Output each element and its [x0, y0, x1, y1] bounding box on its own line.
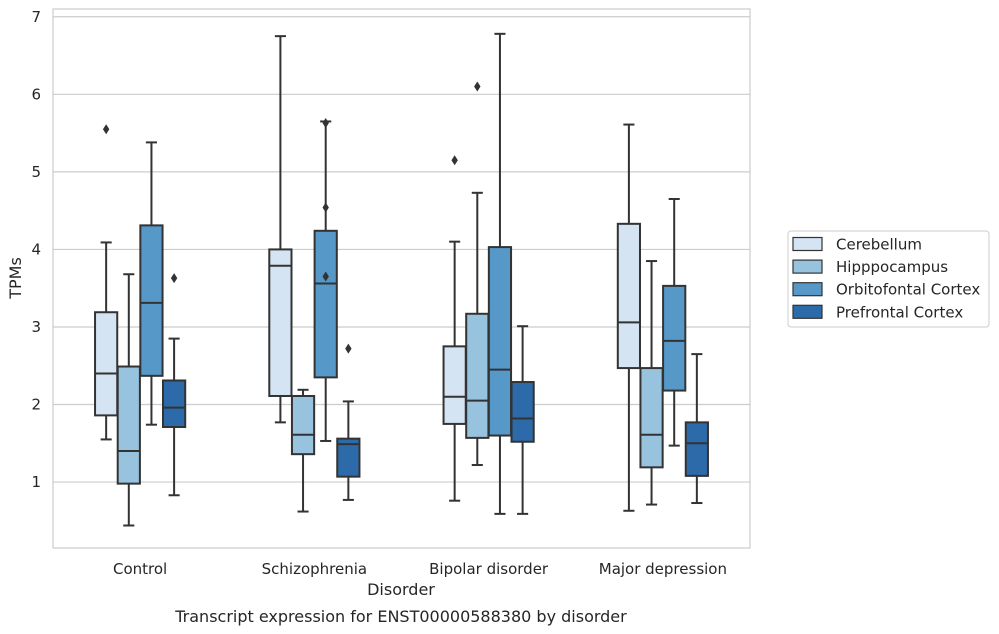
x-axis-ticks: Control Schizophrenia Bipolar disorder Majo… — [113, 560, 727, 578]
box — [487, 32, 513, 515]
box-iqr — [116, 365, 141, 485]
box-iqr — [662, 284, 687, 392]
legend-swatch — [792, 236, 823, 252]
box — [662, 198, 687, 447]
box — [139, 141, 164, 426]
box-iqr — [616, 222, 641, 370]
box-iqr — [139, 224, 164, 377]
x-tick-label: Control — [113, 560, 167, 578]
box — [268, 35, 293, 424]
box — [116, 273, 141, 527]
series-orbitofontal-cortex — [139, 32, 687, 515]
x-axis-label: Disorder — [367, 580, 435, 599]
box-iqr — [639, 367, 664, 469]
box-iqr — [487, 246, 513, 437]
legend: Cerebellum Hipppocampus Orbitofontal Corte… — [787, 230, 990, 328]
y-tick-label: 5 — [31, 163, 41, 181]
y-tick-label: 2 — [31, 396, 41, 414]
legend-swatch — [792, 259, 823, 274]
box-iqr — [684, 421, 709, 477]
box — [290, 388, 316, 513]
outlier-point — [170, 273, 178, 284]
y-axis-label: TPMs — [6, 257, 25, 300]
outlier-point — [451, 155, 458, 166]
box — [639, 260, 664, 506]
legend-frame — [787, 230, 990, 328]
box — [684, 353, 709, 505]
legend-label: Cerebellum — [836, 236, 922, 254]
x-tick-label: Bipolar disorder — [429, 560, 549, 578]
outlier-point — [345, 343, 352, 354]
outlier-point — [102, 124, 110, 135]
box — [510, 325, 535, 515]
box — [442, 155, 467, 502]
box-iqr — [313, 229, 338, 379]
box-iqr — [465, 312, 490, 439]
legend-label: Prefrontal Cortex — [836, 303, 963, 321]
outlier-point — [474, 81, 481, 92]
box — [336, 343, 361, 501]
chart-caption: Transcript expression for ENST0000058838… — [174, 607, 627, 626]
series-prefrontal-cortex — [162, 273, 709, 515]
box-iqr — [442, 345, 467, 425]
plot-frame — [52, 8, 751, 549]
y-axis-ticks: 1 2 3 4 5 6 7 — [31, 8, 41, 491]
x-tick-label: Major depression — [599, 560, 727, 578]
box — [313, 118, 338, 442]
legend-swatch — [792, 282, 823, 297]
box-iqr — [162, 379, 187, 429]
box-iqr — [268, 248, 293, 397]
y-tick-label: 3 — [31, 318, 41, 336]
box-iqr — [510, 381, 535, 443]
y-tick-label: 4 — [31, 240, 41, 258]
series-cerebellum — [94, 35, 641, 512]
y-tick-label: 6 — [31, 85, 41, 103]
box — [465, 81, 490, 467]
box — [616, 123, 641, 512]
box-iqr — [94, 311, 119, 417]
box-iqr — [290, 394, 316, 456]
box — [94, 124, 119, 441]
box — [162, 273, 187, 497]
legend-swatch — [792, 304, 823, 319]
x-tick-label: Schizophrenia — [262, 560, 367, 578]
legend-label: Hipppocampus — [836, 258, 948, 276]
box-series — [94, 32, 709, 527]
y-tick-label: 7 — [31, 8, 41, 26]
outlier-point — [322, 202, 329, 213]
series-hipppocampus — [116, 81, 664, 527]
outlier-point — [322, 118, 329, 129]
outlier-point — [322, 271, 329, 282]
box-iqr — [336, 437, 361, 478]
y-tick-label: 1 — [31, 473, 41, 491]
legend-label: Orbitofontal Cortex — [836, 281, 980, 299]
